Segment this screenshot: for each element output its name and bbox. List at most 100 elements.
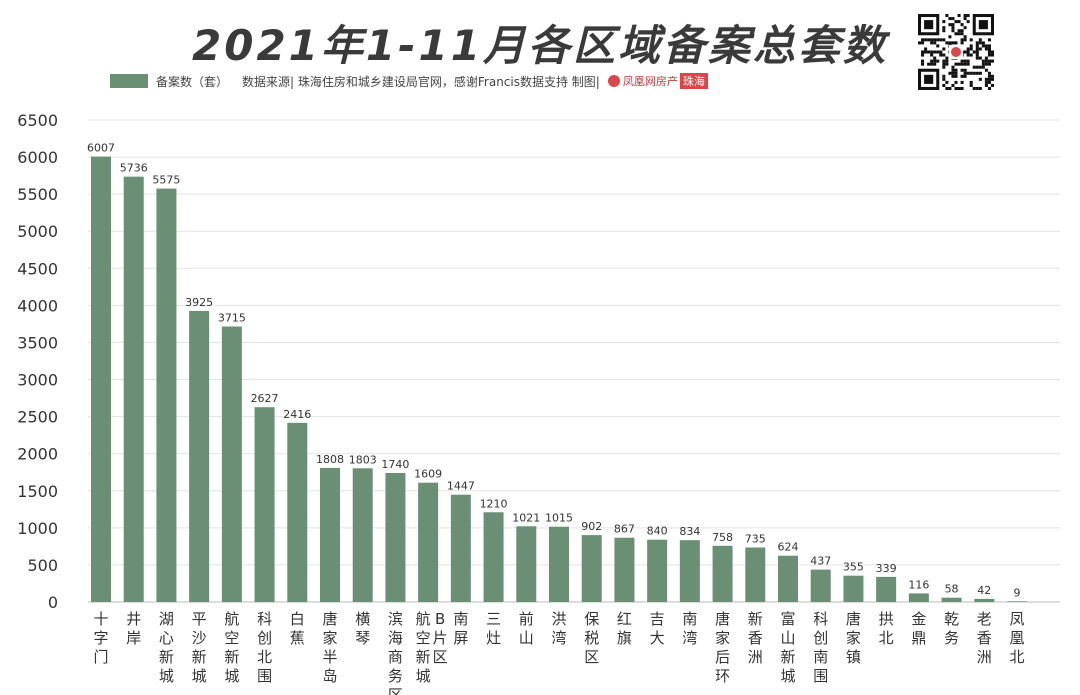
y-tick-label: 500 [27, 556, 58, 575]
y-tick-label: 4500 [17, 259, 58, 278]
bar [549, 526, 569, 602]
category-label: 乾务 [944, 610, 959, 647]
y-tick-label: 6000 [17, 148, 58, 167]
category-label: 科创北围 [257, 610, 272, 685]
bar-value-label: 5736 [120, 162, 148, 175]
bar [189, 310, 210, 602]
y-tick-label: 0 [48, 593, 58, 612]
chart-title: 2021年1-11月各区域备案总套数 [192, 21, 888, 70]
bar-value-label: 1803 [349, 453, 377, 466]
legend: 备案数（套） 数据来源| 珠海住房和城乡建设局官网，感谢Francis数据支持 … [110, 73, 708, 89]
bar [516, 526, 537, 602]
category-label: 南屏 [453, 610, 468, 647]
bar [908, 593, 929, 602]
category-label: 南湾 [682, 610, 697, 647]
bar [254, 407, 275, 602]
category-label: 平沙新城 [192, 610, 207, 685]
bar-value-label: 735 [745, 532, 766, 545]
category-label: 唐家半岛 [322, 610, 337, 685]
category-label: 新香洲 [748, 610, 763, 666]
legend-series-label: 备案数（套） [156, 74, 229, 89]
category-label: 滨海商务区 [388, 610, 403, 695]
bar [320, 467, 340, 602]
y-tick-label: 2500 [17, 408, 58, 427]
bar-value-label: 3925 [185, 296, 213, 309]
bar-value-label: 834 [679, 525, 700, 538]
bar-value-label: 1740 [381, 458, 409, 471]
category-label: 航空新城 [224, 610, 239, 685]
bar-value-label: 42 [977, 584, 991, 597]
category-label: 拱北 [879, 610, 894, 647]
y-tick-label: 6500 [17, 111, 58, 130]
y-tick-label: 1500 [17, 482, 58, 501]
bar [123, 176, 144, 602]
bar [91, 156, 111, 602]
bar-value-label: 9 [1014, 586, 1021, 599]
legend-swatch [110, 74, 148, 88]
bar [647, 539, 668, 602]
bar-value-label: 339 [876, 562, 897, 575]
bar [974, 598, 995, 602]
bar-value-label: 1015 [545, 512, 573, 525]
bar-value-label: 1210 [480, 497, 508, 510]
bar [581, 535, 602, 602]
y-tick-label: 4000 [17, 296, 58, 315]
category-label: 十字门 [93, 610, 108, 666]
brand-logo: 凤凰网房产 珠海 [607, 73, 708, 89]
bar-value-label: 1447 [447, 480, 475, 493]
y-tick-label: 5500 [17, 185, 58, 204]
category-label: 保税区 [584, 610, 599, 666]
bar [352, 468, 373, 602]
category-label: 前山 [519, 610, 534, 647]
bar-value-label: 2416 [283, 408, 311, 421]
bar-value-label: 1609 [414, 468, 442, 481]
bar [450, 494, 471, 602]
bar [221, 326, 242, 602]
category-label: 湖心新城 [159, 610, 174, 685]
bar-value-label: 6007 [87, 142, 115, 155]
category-label: 横琴 [355, 610, 370, 647]
bar [712, 545, 733, 602]
bars [91, 156, 1027, 603]
bar-value-label: 758 [712, 531, 733, 544]
bar-value-label: 3715 [218, 312, 246, 325]
bar [483, 512, 504, 602]
bar [745, 547, 766, 602]
source-note: 数据来源| 珠海住房和城乡建设局官网，感谢Francis数据支持 制图| [242, 74, 600, 89]
bar [614, 537, 635, 602]
bar-value-label: 2627 [251, 392, 279, 405]
brand-name: 凤凰网房产 [622, 75, 678, 88]
bar [287, 422, 308, 602]
bar-value-labels: 6007 5736 5575 3925 3715 2627 2416 1808 1803 1740… [87, 142, 1021, 600]
category-label: 富山新城 [780, 610, 795, 685]
category-label: 金鼎 [911, 610, 926, 647]
category-label: 凤凰北 [1009, 610, 1024, 666]
bar-value-label: 867 [614, 523, 635, 536]
bar [843, 575, 864, 602]
y-axis-ticks: 0 500 1000 1500 2000 2500 3000 3500 4000 4500 5000… [17, 111, 58, 612]
category-label: 唐家后环 [715, 610, 730, 685]
category-label: 老香洲 [977, 610, 992, 666]
bar-value-label: 58 [945, 583, 959, 596]
bar [941, 597, 962, 602]
category-label: 科创南围 [813, 610, 828, 685]
qr-code-icon [918, 14, 994, 90]
bar [876, 576, 897, 602]
bar-value-label: 437 [810, 555, 831, 568]
grid-lines [88, 119, 1060, 603]
bar-value-label: 355 [843, 561, 864, 574]
y-tick-label: 5000 [17, 222, 58, 241]
bar-value-label: 116 [908, 578, 929, 591]
bar [778, 555, 798, 602]
y-tick-label: 3000 [17, 371, 58, 390]
brand-mark-icon [607, 75, 620, 87]
bar-value-label: 5575 [152, 174, 180, 187]
category-label: 洪湾 [551, 610, 566, 647]
bar [679, 540, 700, 602]
bar-value-label: 902 [581, 520, 602, 533]
category-label: 三灶 [486, 610, 501, 647]
bar [385, 472, 406, 602]
y-tick-label: 3500 [17, 333, 58, 352]
